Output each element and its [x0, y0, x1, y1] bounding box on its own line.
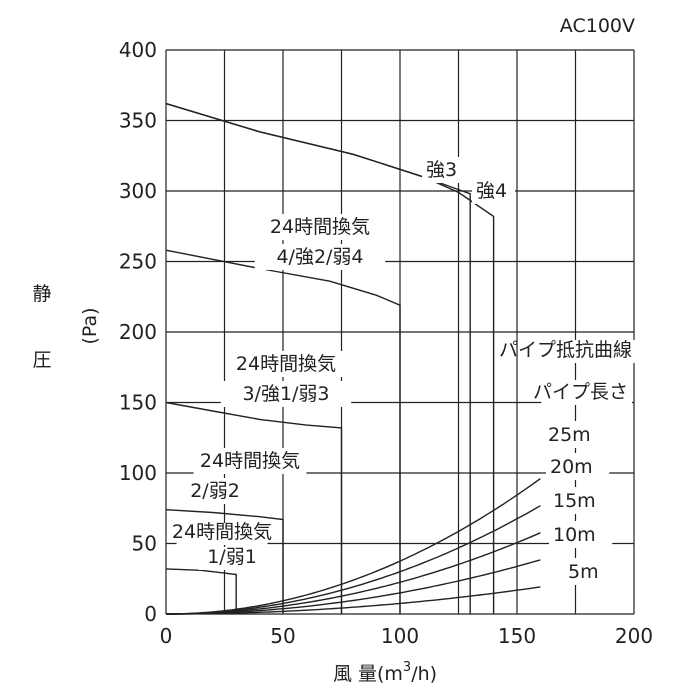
x-tick-label: 200 — [615, 624, 653, 648]
fan-curve-5 — [165, 509, 284, 614]
pipe-curve-20m — [166, 505, 541, 615]
fan-label-mode4-line2: 4/強2/弱4 — [276, 246, 363, 268]
y-tick-label: 300 — [119, 179, 157, 203]
voltage-label: AC100V — [560, 15, 635, 37]
y-tick-label: 250 — [119, 250, 157, 274]
y-axis-unit: (Pa) — [79, 307, 101, 344]
fan-curve-3 — [165, 249, 401, 614]
pipe-curve-10m — [166, 559, 541, 615]
pipe-length-title-bg — [541, 380, 632, 405]
y-axis-label-static: 静 — [32, 283, 51, 305]
pipe-label-20m-bg — [546, 453, 610, 480]
pipe-label-15m: 15m — [553, 490, 596, 512]
pipe-curve-title-bg — [524, 340, 636, 363]
y-tick-label: 0 — [144, 602, 157, 626]
x-axis-label: 風 量(m3/h) — [333, 660, 437, 685]
y-tick-label: 150 — [119, 391, 157, 415]
fan-curve-4 — [165, 401, 343, 614]
pipe-label-25m-bg — [544, 421, 608, 448]
fan-label-mode1-line2: 1/弱1 — [207, 546, 257, 568]
x-tick-label: 50 — [270, 624, 295, 648]
fan-label-strong4: 強4 — [476, 180, 507, 202]
fan-label-strong3-bg — [422, 157, 465, 183]
fan-label-mode1-line1: 24時間換気 — [172, 521, 272, 543]
y-tick-label: 400 — [119, 38, 157, 62]
y-tick-label: 100 — [119, 461, 157, 485]
pipe-label-5m-bg — [564, 558, 609, 585]
pipe-label-20m: 20m — [550, 456, 593, 478]
y-tick-label: 50 — [132, 532, 157, 556]
fan-label-mode2-line2: 2/弱2 — [190, 480, 240, 502]
fan-label-mode3-line2-bg — [220, 381, 352, 407]
y-tick-label: 200 — [119, 320, 157, 344]
pipe-label-10m: 10m — [553, 524, 596, 546]
fan-label-mode3-line2: 3/強1/弱3 — [242, 383, 329, 405]
fan-label-mode2-line2-bg — [176, 478, 254, 504]
fan-label-mode1-line1-bg — [176, 523, 268, 545]
pipe-curve-15m — [166, 532, 541, 615]
x-tick-label: 0 — [160, 624, 173, 648]
fan-label-mode2-line1: 24時間換気 — [200, 450, 300, 472]
pipe-label-10m-bg — [549, 521, 613, 548]
x-axis-label-main: 風 量(m — [333, 663, 403, 685]
fan-label-mode3-line1: 24時間換気 — [236, 353, 336, 375]
axis-ticks: 0 50 100 150 200 0 50 100 150 200 250 300 350 400 — [119, 38, 653, 648]
x-tick-label: 100 — [381, 624, 419, 648]
pipe-label-25m: 25m — [548, 424, 591, 446]
fan-curve-6 — [165, 568, 237, 614]
pipe-label-5m: 5m — [568, 561, 599, 583]
y-axis-label-pressure: 圧 — [32, 349, 51, 371]
pipe-curve-5m — [166, 586, 541, 615]
fan-label-mode1-line2-bg — [198, 547, 266, 570]
fan-label-strong3: 強3 — [426, 159, 457, 181]
x-tick-label: 150 — [498, 624, 536, 648]
fan-label-strong4-bg — [472, 178, 515, 204]
pipe-curve-25m — [166, 478, 541, 615]
x-axis-label-superscript: 3 — [403, 660, 411, 675]
fan-label-mode2-line1-bg — [193, 448, 307, 474]
pipe-label-15m-bg — [549, 487, 613, 514]
fan-label-mode4-line1: 24時間換気 — [270, 216, 370, 238]
pipe-curve-title: パイプ抵抗曲線 — [499, 339, 632, 361]
fan-label-mode4-line1-bg — [263, 214, 377, 240]
curve-labels: 強3 強4 24時間換気 4/強2/弱4 24時間換気 3/強1/弱3 24時間換気 2/弱2… — [172, 157, 636, 585]
x-axis-label-end: /h) — [411, 663, 437, 685]
fan-label-mode3-line1-bg — [229, 351, 343, 377]
pipe-length-title: パイプ長さ — [533, 381, 628, 403]
y-tick-label: 350 — [119, 109, 157, 133]
fan-label-mode4-line2-bg — [254, 244, 386, 270]
